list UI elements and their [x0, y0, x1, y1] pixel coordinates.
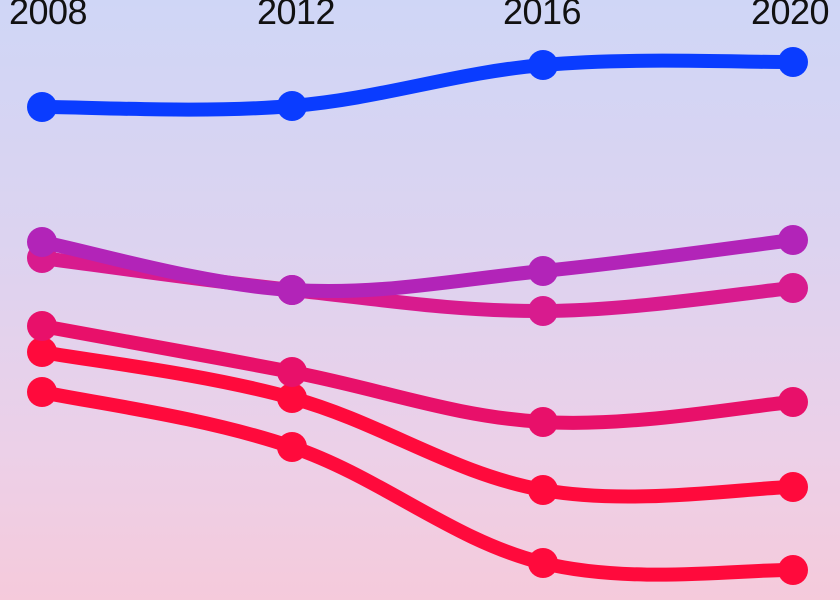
data-point-marker — [277, 432, 307, 462]
data-point-marker — [778, 472, 808, 502]
data-point-marker — [778, 225, 808, 255]
data-point-marker — [778, 387, 808, 417]
series-4-line — [27, 311, 808, 437]
data-point-marker — [277, 275, 307, 305]
data-point-marker — [277, 91, 307, 121]
data-point-marker — [528, 548, 558, 578]
series-1-line — [27, 47, 808, 122]
data-point-marker — [778, 555, 808, 585]
data-point-marker — [27, 377, 57, 407]
series-6-line — [27, 377, 808, 585]
year-label-2016: 2016 — [502, 0, 582, 32]
data-point-marker — [528, 296, 558, 326]
year-label-2008: 2008 — [8, 0, 88, 32]
data-point-marker — [528, 50, 558, 80]
data-point-marker — [528, 475, 558, 505]
data-point-marker — [778, 47, 808, 77]
data-point-marker — [528, 256, 558, 286]
data-point-marker — [27, 227, 57, 257]
data-point-marker — [277, 357, 307, 387]
year-label-2020: 2020 — [750, 0, 830, 32]
data-point-marker — [528, 407, 558, 437]
series-2-line — [27, 225, 808, 305]
data-point-marker — [778, 273, 808, 303]
data-point-marker — [277, 383, 307, 413]
data-point-marker — [27, 337, 57, 367]
series-5-line — [27, 337, 808, 505]
year-label-2012: 2012 — [256, 0, 336, 32]
data-point-marker — [27, 92, 57, 122]
data-point-marker — [27, 311, 57, 341]
